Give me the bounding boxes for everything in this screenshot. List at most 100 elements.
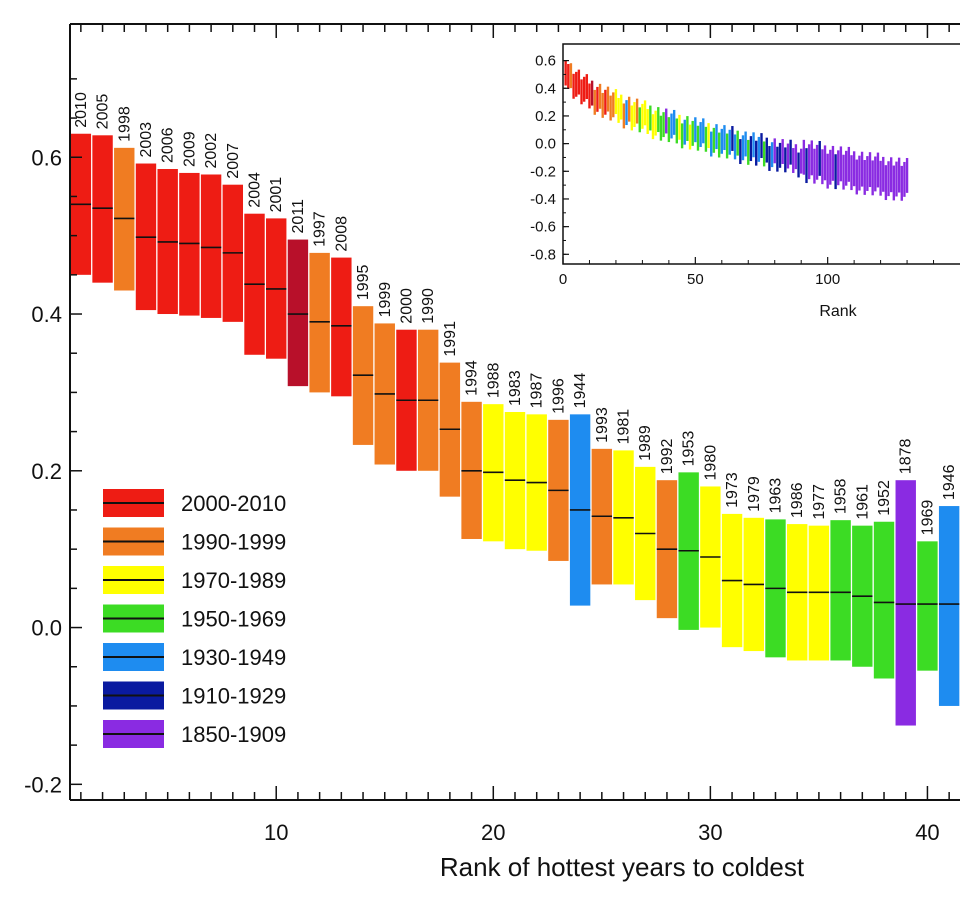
inset-bar <box>776 146 779 172</box>
inset-bar <box>831 145 835 181</box>
year-label-2002: 2002 <box>203 133 220 169</box>
inset-bar <box>850 155 853 191</box>
inset-bar <box>731 126 734 151</box>
year-label-2005: 2005 <box>95 94 112 130</box>
inset-bar <box>874 156 877 192</box>
inset-bar <box>699 122 702 147</box>
bar-2008 <box>331 257 352 397</box>
inset-bar <box>691 120 694 146</box>
inset-bar <box>871 160 874 196</box>
inset-bar <box>612 92 615 118</box>
inset-bar <box>810 140 813 176</box>
y-tick-label: 0.0 <box>31 616 62 641</box>
inset-x-tick-label: 100 <box>815 271 840 288</box>
inset-bar <box>855 159 858 195</box>
inset-bar <box>781 139 784 164</box>
inset-bar <box>807 144 811 180</box>
inset-bar <box>572 73 575 99</box>
inset-bar <box>686 116 689 142</box>
year-label-1952: 1952 <box>876 480 893 516</box>
inset-x-tick-label: 50 <box>687 271 704 288</box>
inset-bar <box>903 161 906 197</box>
year-label-1987: 1987 <box>529 373 546 409</box>
inset-bar <box>755 140 758 166</box>
inset-bar <box>633 102 636 127</box>
inset-y-tick-label: -0.2 <box>530 163 556 180</box>
y-tick-label: 0.4 <box>31 302 62 327</box>
legend-label: 1950-1969 <box>181 607 286 632</box>
year-label-2007: 2007 <box>225 143 242 179</box>
year-label-1961: 1961 <box>854 484 871 520</box>
year-label-2004: 2004 <box>247 172 264 208</box>
legend-label: 1970-1989 <box>181 568 286 593</box>
legend: 2000-2010 1990-1999 1970-1989 1950-1969 1930… <box>103 489 286 748</box>
bar-1878 <box>895 480 916 726</box>
inset-bar <box>839 146 843 182</box>
year-label-1878: 1878 <box>898 438 915 474</box>
inset-bar <box>575 71 578 97</box>
year-label-1981: 1981 <box>616 409 633 445</box>
year-label-2003: 2003 <box>138 122 155 158</box>
legend-label: 1990-1999 <box>181 530 286 555</box>
year-label-1958: 1958 <box>833 478 850 514</box>
inset-bar <box>847 146 851 182</box>
inset-bar <box>882 156 885 192</box>
inset-bar <box>800 148 803 174</box>
inset-bar <box>784 147 787 173</box>
inset-bar <box>852 151 856 187</box>
legend-label: 1850-1909 <box>181 722 286 747</box>
inset-bar <box>778 142 782 168</box>
x-tick-label: 40 <box>915 820 939 845</box>
inset-bar <box>794 144 798 170</box>
x-axis-title: Rank of hottest years to coldest <box>440 852 805 882</box>
inset-bar <box>889 157 893 193</box>
inset-bar <box>657 107 660 133</box>
inset-bar <box>667 117 671 143</box>
inset-bar <box>879 160 882 196</box>
inset-bar <box>609 95 612 121</box>
inset-bar <box>707 123 710 149</box>
inset-bar <box>654 110 657 136</box>
year-label-1997: 1997 <box>312 211 329 247</box>
inset-x-axis-title: Rank <box>819 303 857 320</box>
inset-bar <box>694 117 697 143</box>
inset-bar <box>752 132 755 158</box>
inset-bar <box>688 124 692 150</box>
inset-x-tick-label: 0 <box>559 271 567 288</box>
inset-bar <box>665 108 668 134</box>
inset-bar <box>678 114 681 140</box>
inset-y-tick-label: 0.6 <box>535 53 556 70</box>
inset-bar <box>805 148 808 184</box>
inset-y-tick-label: -0.6 <box>530 219 556 236</box>
inset-bar <box>675 118 678 144</box>
inset-bar <box>625 100 628 126</box>
bar-2011 <box>287 239 309 387</box>
bar-1952 <box>873 521 895 679</box>
year-label-1989: 1989 <box>637 425 654 461</box>
inset-bar <box>858 155 861 191</box>
inset-bar <box>704 126 708 152</box>
inset-y-tick-label: -0.4 <box>530 191 556 208</box>
year-label-1988: 1988 <box>485 362 502 398</box>
inset-bar <box>860 151 864 187</box>
inset-bar <box>866 156 869 191</box>
inset-bar <box>739 139 742 164</box>
inset-bar <box>744 131 747 157</box>
inset-bar <box>757 136 761 162</box>
year-label-1999: 1999 <box>377 282 394 318</box>
inset-bar <box>829 149 832 185</box>
year-label-1963: 1963 <box>767 478 784 514</box>
y-tick-label: 0.2 <box>31 459 62 484</box>
year-label-1995: 1995 <box>355 264 372 300</box>
inset-bar <box>792 148 795 173</box>
inset-bar <box>585 74 589 100</box>
inset-bar <box>884 165 888 201</box>
inset-bar <box>863 160 866 195</box>
year-label-2008: 2008 <box>333 216 350 252</box>
inset-bar <box>786 143 790 169</box>
year-label-1983: 1983 <box>507 370 524 406</box>
inset-bar <box>651 114 655 140</box>
inset-bar <box>596 86 599 112</box>
inset-y-tick-label: 0.2 <box>535 108 556 125</box>
inset-bar <box>635 98 639 124</box>
